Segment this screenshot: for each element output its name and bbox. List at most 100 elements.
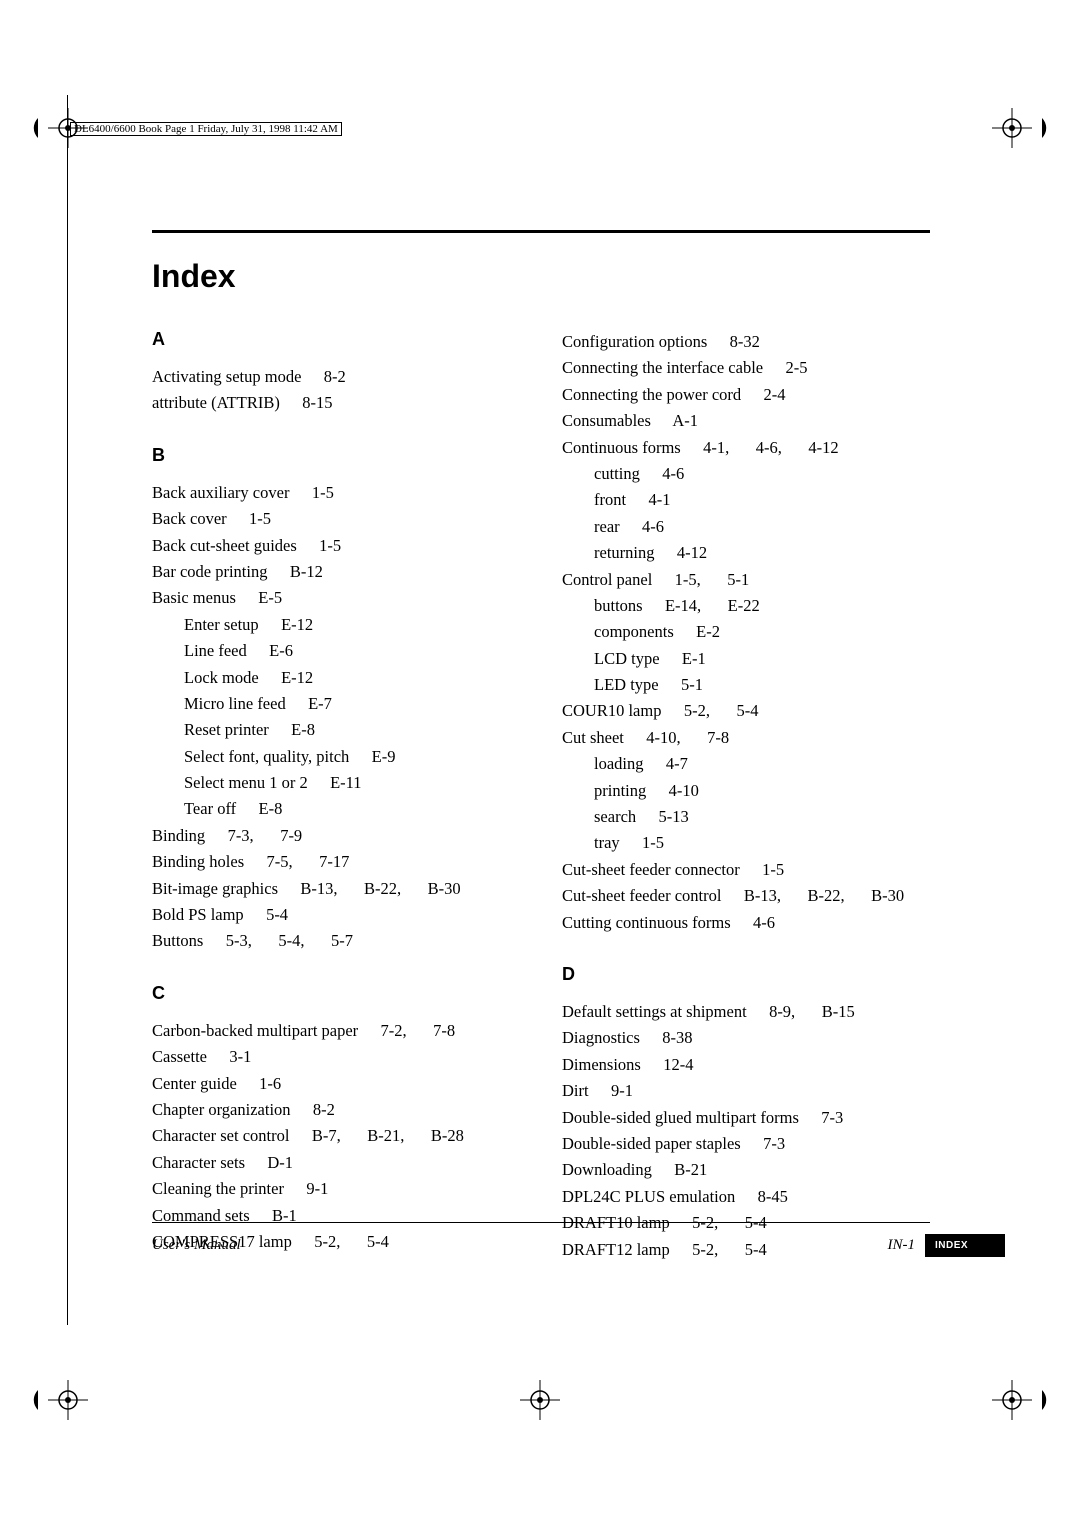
- entry-ref: E-2: [684, 622, 720, 641]
- entry-ref: B-28: [414, 1126, 464, 1145]
- entry-ref: E-1: [670, 649, 706, 668]
- entry-label: Consumables: [562, 411, 651, 430]
- section-letter: B: [152, 445, 522, 466]
- entry-ref: E-6: [257, 641, 293, 660]
- entry-label: printing: [594, 781, 646, 800]
- index-entry: Enter setup E-12: [152, 612, 522, 638]
- entry-label: Binding holes: [152, 852, 244, 871]
- index-tab: INDEX: [925, 1234, 1005, 1257]
- entry-ref: 4-12: [664, 543, 707, 562]
- entry-ref: E-12: [269, 615, 313, 634]
- section-letter: C: [152, 983, 522, 1004]
- entry-label: Cut-sheet feeder connector: [562, 860, 740, 879]
- entry-ref: 7-2,: [368, 1021, 407, 1040]
- index-entry: LCD type E-1: [562, 646, 932, 672]
- index-entry: buttons E-14, E-22: [562, 593, 932, 619]
- reg-mark-top-right: [992, 108, 1032, 148]
- entry-label: Dirt: [562, 1081, 589, 1100]
- index-columns: AActivating setup mode 8-2attribute (ATT…: [152, 329, 932, 1263]
- entry-ref: E-9: [359, 747, 395, 766]
- entry-label: Double-sided glued multipart forms: [562, 1108, 799, 1127]
- index-entry: Back auxiliary cover 1-5: [152, 480, 522, 506]
- index-entry: attribute (ATTRIB) 8-15: [152, 390, 522, 416]
- entry-label: Configuration options: [562, 332, 707, 351]
- entry-ref: 7-3,: [215, 826, 254, 845]
- entry-label: Buttons: [152, 931, 203, 950]
- page-footer: User's Manual IN-1 INDEX: [152, 1234, 1005, 1257]
- entry-ref: 5-4: [254, 905, 288, 924]
- index-entry: Cleaning the printer 9-1: [152, 1176, 522, 1202]
- entry-ref: B-13,: [731, 886, 781, 905]
- page-number: IN-1: [888, 1237, 916, 1254]
- entry-ref: 5-13: [646, 807, 689, 826]
- entry-ref: 5-4: [720, 701, 759, 720]
- entry-label: Default settings at shipment: [562, 1002, 747, 1021]
- index-entry: Cutting continuous forms 4-6: [562, 910, 932, 936]
- index-entry: front 4-1: [562, 487, 932, 513]
- index-entry: Default settings at shipment 8-9, B-15: [562, 999, 932, 1025]
- index-entry: loading 4-7: [562, 751, 932, 777]
- entry-label: Lock mode: [184, 668, 259, 687]
- top-rule: [152, 230, 930, 233]
- index-entry: components E-2: [562, 619, 932, 645]
- entry-label: Binding: [152, 826, 205, 845]
- entry-label: COUR10 lamp: [562, 701, 661, 720]
- entry-label: LCD type: [594, 649, 660, 668]
- footer-manual-label: User's Manual: [152, 1237, 241, 1254]
- entry-ref: 7-5,: [254, 852, 293, 871]
- entry-label: Connecting the interface cable: [562, 358, 763, 377]
- entry-ref: 1-5: [307, 536, 341, 555]
- entry-label: Character sets: [152, 1153, 245, 1172]
- index-entry: Double-sided paper staples 7-3: [562, 1131, 932, 1157]
- index-entry: Center guide 1-6: [152, 1071, 522, 1097]
- entry-ref: 4-10: [656, 781, 699, 800]
- entry-label: returning: [594, 543, 654, 562]
- reg-mark-bottom-center: [520, 1380, 560, 1420]
- entry-label: Back cover: [152, 509, 227, 528]
- entry-label: Control panel: [562, 570, 652, 589]
- entry-label: LED type: [594, 675, 659, 694]
- entry-ref: B-21: [662, 1160, 707, 1179]
- index-col-left: AActivating setup mode 8-2attribute (ATT…: [152, 329, 522, 1263]
- index-entry: Lock mode E-12: [152, 665, 522, 691]
- index-entry: Chapter organization 8-2: [152, 1097, 522, 1123]
- entry-ref: B-22,: [348, 879, 402, 898]
- entry-label: Micro line feed: [184, 694, 286, 713]
- index-entry: Downloading B-21: [562, 1157, 932, 1183]
- reg-mark-bottom-left: [48, 1380, 88, 1420]
- entry-ref: E-11: [318, 773, 362, 792]
- entry-ref: E-8: [279, 720, 315, 739]
- entry-label: DPL24C PLUS emulation: [562, 1187, 735, 1206]
- entry-ref: E-14,: [653, 596, 702, 615]
- entry-label: attribute (ATTRIB): [152, 393, 280, 412]
- index-entry: Reset printer E-8: [152, 717, 522, 743]
- index-entry: Bold PS lamp 5-4: [152, 902, 522, 928]
- entry-ref: E-5: [246, 588, 282, 607]
- entry-ref: 9-1: [294, 1179, 328, 1198]
- index-col-right: Configuration options 8-32Connecting the…: [562, 329, 932, 1263]
- entry-ref: 8-9,: [757, 1002, 796, 1021]
- index-entry: Dimensions 12-4: [562, 1052, 932, 1078]
- index-entry: Bar code printing B-12: [152, 559, 522, 585]
- entry-label: Cleaning the printer: [152, 1179, 284, 1198]
- index-entry: COUR10 lamp 5-2, 5-4: [562, 698, 932, 724]
- entry-label: Connecting the power cord: [562, 385, 741, 404]
- entry-ref: E-8: [246, 799, 282, 818]
- index-entry: Dirt 9-1: [562, 1078, 932, 1104]
- index-entry: Control panel 1-5, 5-1: [562, 567, 932, 593]
- index-entry: Character set control B-7, B-21, B-28: [152, 1123, 522, 1149]
- entry-ref: 7-3: [809, 1108, 843, 1127]
- index-entry: Binding holes 7-5, 7-17: [152, 849, 522, 875]
- entry-ref: 5-1: [711, 570, 750, 589]
- entry-label: Cutting continuous forms: [562, 913, 731, 932]
- index-entry: Select menu 1 or 2 E-11: [152, 770, 522, 796]
- index-entry: printing 4-10: [562, 778, 932, 804]
- page-header: DL6400/6600 Book Page 1 Friday, July 31,…: [70, 122, 342, 136]
- entry-label: Cut-sheet feeder control: [562, 886, 721, 905]
- entry-label: Bold PS lamp: [152, 905, 244, 924]
- reg-mark-bottom-right: [992, 1380, 1032, 1420]
- section-letter: D: [562, 964, 932, 985]
- entry-ref: 4-6,: [739, 438, 782, 457]
- index-entry: Double-sided glued multipart forms 7-3: [562, 1105, 932, 1131]
- entry-ref: 7-9: [264, 826, 303, 845]
